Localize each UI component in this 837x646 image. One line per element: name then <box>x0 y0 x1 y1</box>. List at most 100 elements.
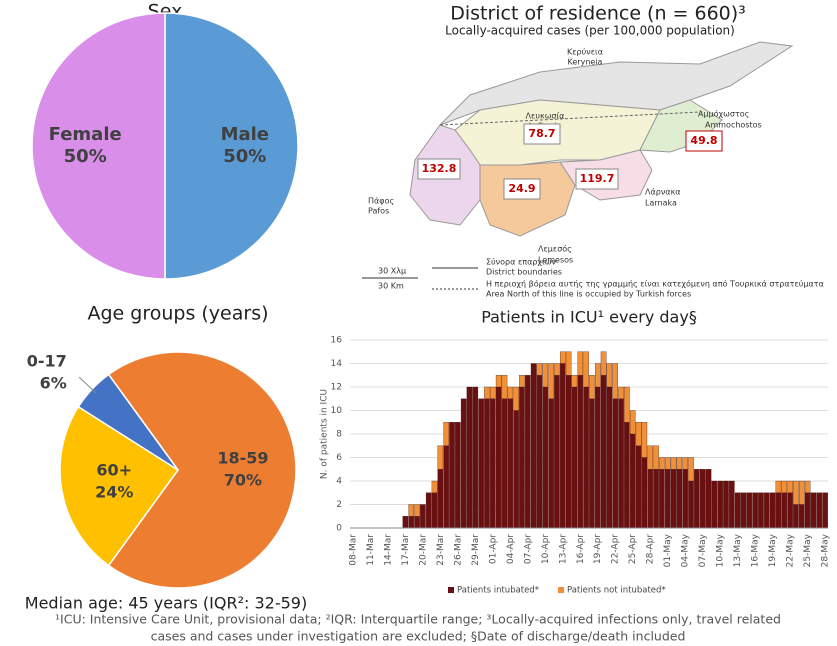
x-tick-label: 23-Mar <box>436 534 446 566</box>
bar <box>670 469 677 529</box>
rate-box <box>503 178 541 200</box>
bar <box>525 375 531 529</box>
bar <box>705 469 712 529</box>
scale-label: 30 Χλμ <box>378 267 406 276</box>
x-tick-label: 16-May <box>751 533 761 567</box>
bar <box>635 422 642 446</box>
bar <box>589 398 595 529</box>
bar <box>594 363 601 388</box>
place-label: Λεμεσός <box>538 244 572 254</box>
slice-value: 6% <box>40 374 67 393</box>
bar <box>443 445 449 529</box>
bar <box>781 492 788 529</box>
y-axis-label: N. of patients in ICU <box>320 389 330 479</box>
x-tick-label: 08-Mar <box>348 534 358 566</box>
bar <box>612 363 618 399</box>
bar <box>431 492 438 529</box>
bar <box>519 375 525 388</box>
district-rate: 132.8 <box>422 162 457 175</box>
place-label: Αμμόχωστος <box>698 109 749 119</box>
y-tick-label: 8 <box>336 430 342 440</box>
x-tick-label: 20-Mar <box>418 534 428 566</box>
x-tick-label: 22-May <box>786 533 796 567</box>
bar <box>641 457 648 529</box>
bar <box>688 457 694 482</box>
bar <box>478 398 484 529</box>
x-tick-label: 16-Apr <box>576 534 586 564</box>
bar <box>571 386 578 529</box>
slice-value: 70% <box>224 471 262 490</box>
bar <box>565 375 572 529</box>
bar <box>676 457 683 470</box>
bar <box>676 469 683 529</box>
slice-value: 50% <box>223 146 266 167</box>
legend-label: Patients intubated* <box>457 586 539 596</box>
place-label: Ammochostos <box>705 121 762 130</box>
bar <box>810 492 817 529</box>
bar <box>629 410 636 435</box>
x-tick-label: 25-May <box>803 533 813 567</box>
legend-swatch <box>558 587 565 593</box>
bar <box>734 492 741 529</box>
bar <box>717 480 723 529</box>
bar <box>414 516 420 529</box>
x-tick-label: 13-Apr <box>558 534 568 564</box>
bar <box>414 504 420 517</box>
x-tick-label: 22-Apr <box>611 534 621 564</box>
x-tick-label: 14-Mar <box>383 534 393 566</box>
bar <box>583 351 589 388</box>
bar <box>408 516 414 529</box>
x-tick-label: 04-May <box>681 533 691 567</box>
district-rate: 49.8 <box>690 134 717 147</box>
bar <box>507 398 514 529</box>
green-line <box>439 111 701 126</box>
x-tick-label: 25-Apr <box>628 534 638 564</box>
bar <box>618 386 624 399</box>
bar <box>425 492 432 529</box>
footnote: cases and cases under investigation are … <box>151 629 686 644</box>
bar <box>577 351 584 376</box>
bar <box>460 398 467 529</box>
y-tick-label: 14 <box>331 359 343 369</box>
bar <box>536 375 543 529</box>
place-label: Πάφος <box>368 197 394 206</box>
bar <box>688 480 694 529</box>
bar <box>606 386 613 529</box>
annotation: Median age: 45 years (IQR²: 32-59) <box>25 594 307 613</box>
y-tick-label: 16 <box>331 336 343 346</box>
scale-label: 30 Km <box>378 282 404 291</box>
bar <box>565 351 572 376</box>
bar <box>618 398 624 529</box>
legend-text: District boundaries <box>486 268 562 277</box>
x-tick-label: 10-Apr <box>541 534 551 564</box>
rate-box <box>417 158 461 180</box>
map-subtitle: Locally-acquired cases (per 100,000 popu… <box>445 24 735 38</box>
slice-value: 24% <box>95 483 133 502</box>
bar <box>664 457 671 470</box>
bar <box>752 492 758 529</box>
legend-text: Area North of this line is occupied by T… <box>486 290 691 299</box>
footnote: ¹ICU: Intensive Care Unit, provisional d… <box>55 612 781 627</box>
bar <box>548 398 554 529</box>
bar <box>641 422 648 458</box>
bar <box>664 469 671 529</box>
bar <box>787 492 793 529</box>
bar <box>647 469 653 529</box>
district-rate: 78.7 <box>528 127 555 140</box>
x-tick-label: 17-Mar <box>401 534 411 566</box>
bar <box>443 422 449 446</box>
bar <box>781 480 788 493</box>
bar <box>542 363 549 388</box>
bar <box>600 351 607 376</box>
bar <box>583 386 589 529</box>
bar <box>787 480 793 493</box>
rate-box <box>685 130 723 152</box>
bar <box>577 375 584 529</box>
place-label: Κερύνεια <box>567 47 603 57</box>
x-tick-label: 04-Apr <box>506 534 516 564</box>
bar <box>449 422 455 529</box>
bar <box>670 457 677 470</box>
bar <box>437 469 444 529</box>
bar <box>501 398 508 529</box>
